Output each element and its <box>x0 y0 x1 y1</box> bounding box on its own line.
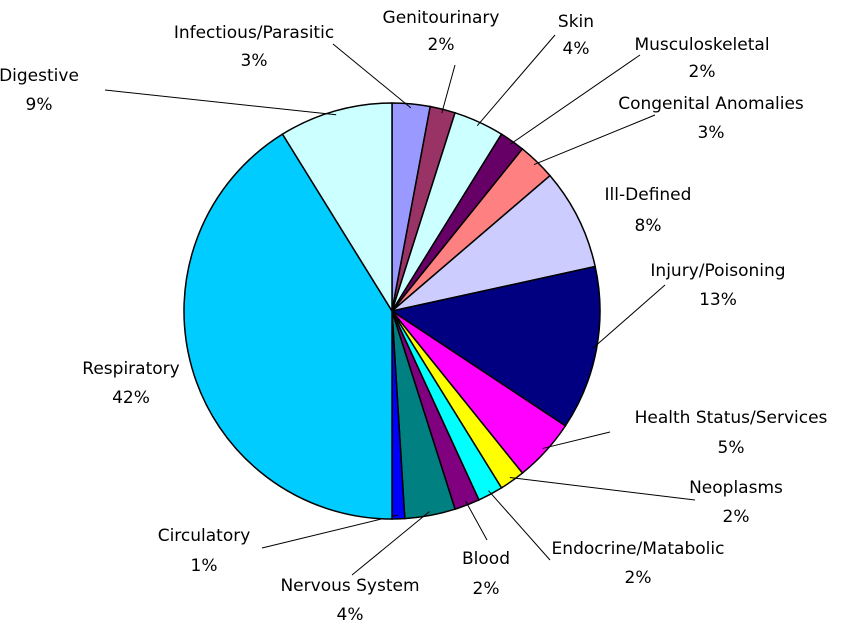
slice-label: Blood <box>462 549 510 569</box>
leader-line <box>488 490 551 561</box>
pie-slice <box>183 133 393 520</box>
pie-slice <box>390 265 601 427</box>
slice-label: Circulatory <box>158 526 251 546</box>
slice-value-label: 9% <box>26 95 53 115</box>
slice-value-label: 4% <box>563 39 590 59</box>
slice-label: Genitourinary <box>383 8 500 28</box>
slice-label: Digestive <box>0 66 79 86</box>
slice-value-label: 2% <box>723 507 750 527</box>
slice-value-label: 42% <box>112 388 150 408</box>
slice-value-label: 8% <box>635 216 662 236</box>
slice-label: Infectious/Parasitic <box>174 23 334 43</box>
leader-line <box>533 114 656 166</box>
slice-value-label: 1% <box>191 556 218 576</box>
leader-line <box>441 64 456 114</box>
leader-line <box>542 431 611 449</box>
leader-line <box>592 284 666 349</box>
slice-label: Ill-Defined <box>605 185 692 205</box>
leader-line <box>465 500 488 541</box>
slice-label: Musculoskeletal <box>634 35 769 55</box>
slice-label: Injury/Poisoning <box>650 261 785 281</box>
slice-label: Health Status/Services <box>635 408 828 428</box>
leader-line <box>509 477 696 501</box>
slice-label: Nervous System <box>280 576 419 596</box>
slice-label: Respiratory <box>82 359 179 379</box>
slice-label: Congenital Anomalies <box>618 94 804 114</box>
leader-line <box>476 34 556 126</box>
slice-value-label: 2% <box>473 579 500 599</box>
slice-value-label: 3% <box>698 123 725 143</box>
slice-value-label: 3% <box>241 51 268 71</box>
slice-label: Neoplasms <box>689 478 783 498</box>
pie-slice <box>281 102 393 314</box>
slice-value-label: 2% <box>428 35 455 55</box>
slice-label: Skin <box>558 12 594 32</box>
leader-line <box>509 54 641 145</box>
slice-value-label: 2% <box>689 62 716 82</box>
slice-value-label: 13% <box>699 290 737 310</box>
slice-value-label: 4% <box>337 605 364 625</box>
leader-line <box>104 89 337 116</box>
slice-value-label: 5% <box>718 438 745 458</box>
leader-line <box>261 514 399 549</box>
leader-line <box>351 511 430 576</box>
slice-label: Endocrine/Matabolic <box>552 539 725 559</box>
slice-value-label: 2% <box>625 568 652 588</box>
leader-line <box>332 43 412 109</box>
